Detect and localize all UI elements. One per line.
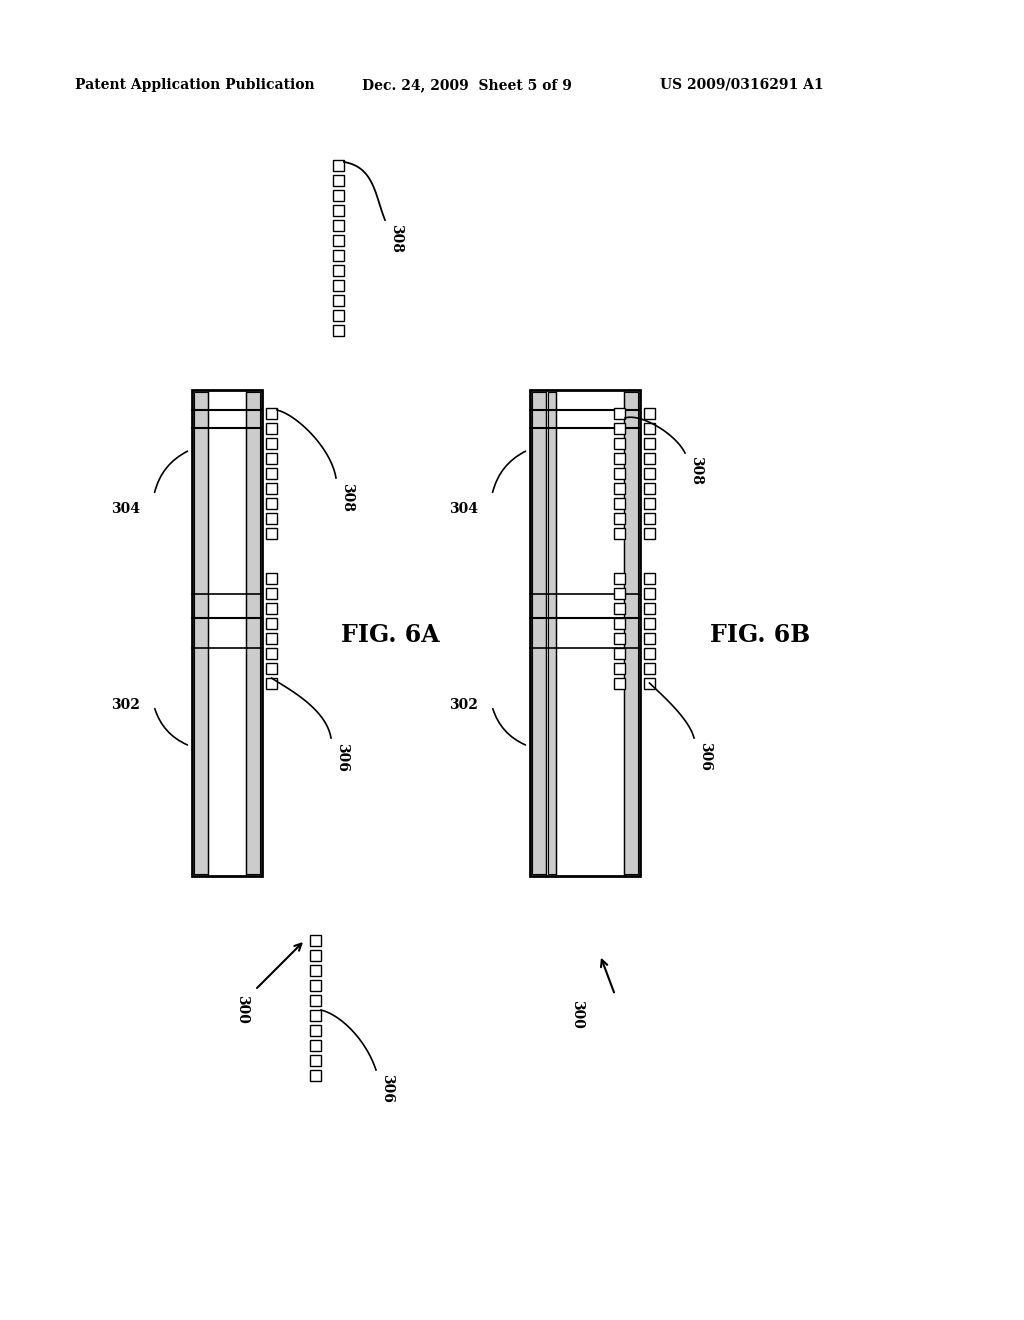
Text: 308: 308 <box>689 455 703 484</box>
Bar <box>333 176 344 186</box>
Text: 306: 306 <box>698 742 712 771</box>
Bar <box>532 392 546 874</box>
Bar <box>530 389 640 876</box>
Text: US 2009/0316291 A1: US 2009/0316291 A1 <box>660 78 823 92</box>
Bar <box>614 663 625 675</box>
Bar <box>266 469 278 479</box>
Bar <box>266 603 278 614</box>
Bar <box>644 634 655 644</box>
Bar <box>333 310 344 321</box>
Bar <box>614 498 625 510</box>
Bar <box>333 325 344 337</box>
Bar <box>333 294 344 306</box>
Bar <box>644 498 655 510</box>
Bar <box>266 422 278 434</box>
Bar <box>310 950 321 961</box>
Bar <box>644 573 655 583</box>
Bar <box>614 528 625 539</box>
Bar <box>333 265 344 276</box>
Bar <box>644 603 655 614</box>
Bar <box>333 160 344 172</box>
Bar <box>644 453 655 465</box>
Bar <box>266 483 278 494</box>
Bar <box>310 1010 321 1020</box>
Bar <box>266 634 278 644</box>
Bar <box>266 663 278 675</box>
Text: 304: 304 <box>111 502 140 516</box>
Text: 300: 300 <box>234 995 249 1024</box>
Text: 302: 302 <box>112 698 140 711</box>
Bar <box>614 618 625 630</box>
Bar <box>614 678 625 689</box>
Bar <box>266 438 278 449</box>
Text: 300: 300 <box>570 1001 584 1028</box>
Bar <box>644 618 655 630</box>
Bar <box>333 220 344 231</box>
Bar <box>266 453 278 465</box>
Bar <box>644 678 655 689</box>
Bar <box>644 408 655 418</box>
Bar <box>614 603 625 614</box>
Text: 306: 306 <box>335 743 349 772</box>
Bar <box>194 392 208 874</box>
Bar <box>644 483 655 494</box>
Bar <box>614 483 625 494</box>
Bar <box>614 634 625 644</box>
Bar <box>333 205 344 216</box>
Bar <box>614 513 625 524</box>
Bar <box>644 513 655 524</box>
Bar <box>644 438 655 449</box>
Bar <box>614 648 625 659</box>
Bar <box>333 190 344 201</box>
Text: 308: 308 <box>340 483 354 512</box>
Bar <box>266 648 278 659</box>
Bar <box>333 280 344 290</box>
Bar <box>266 678 278 689</box>
Bar <box>310 1071 321 1081</box>
Bar <box>310 979 321 991</box>
Bar <box>266 528 278 539</box>
Bar <box>614 469 625 479</box>
Bar <box>310 935 321 946</box>
Bar <box>266 498 278 510</box>
Bar <box>266 587 278 599</box>
Bar <box>266 513 278 524</box>
Bar <box>614 438 625 449</box>
Text: 304: 304 <box>449 502 478 516</box>
Bar <box>614 587 625 599</box>
Bar <box>644 648 655 659</box>
Bar <box>624 392 638 874</box>
Bar <box>614 453 625 465</box>
Text: Dec. 24, 2009  Sheet 5 of 9: Dec. 24, 2009 Sheet 5 of 9 <box>362 78 571 92</box>
Bar <box>644 587 655 599</box>
Text: Patent Application Publication: Patent Application Publication <box>75 78 314 92</box>
Text: 306: 306 <box>380 1074 394 1104</box>
Bar <box>310 1040 321 1051</box>
Bar <box>644 663 655 675</box>
Bar <box>310 1055 321 1067</box>
Bar <box>614 573 625 583</box>
Bar <box>644 469 655 479</box>
Text: 302: 302 <box>450 698 478 711</box>
Text: FIG. 6B: FIG. 6B <box>710 623 810 647</box>
Bar <box>614 422 625 434</box>
Bar <box>614 408 625 418</box>
Bar <box>310 965 321 975</box>
Bar <box>548 392 556 874</box>
Bar <box>246 392 260 874</box>
Bar <box>266 573 278 583</box>
Text: 308: 308 <box>389 224 403 253</box>
Bar <box>266 618 278 630</box>
Bar <box>193 389 262 876</box>
Bar <box>266 408 278 418</box>
Text: FIG. 6A: FIG. 6A <box>341 623 439 647</box>
Bar <box>310 995 321 1006</box>
Bar <box>644 422 655 434</box>
Bar <box>333 235 344 246</box>
Bar <box>310 1026 321 1036</box>
Bar <box>333 249 344 261</box>
Bar <box>644 528 655 539</box>
